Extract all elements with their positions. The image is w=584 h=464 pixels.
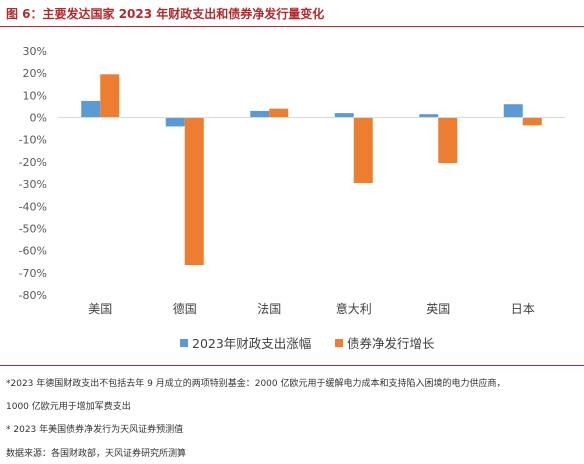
bar-bond-2 bbox=[269, 108, 289, 118]
y-tick-label: -50% bbox=[19, 222, 47, 235]
legend-swatch bbox=[180, 339, 188, 347]
bar-bond-5 bbox=[522, 117, 542, 126]
y-axis: 30% 20% 10% 0% -10% -20% -30% -40% -50% -60% -70% -… bbox=[19, 45, 47, 302]
bar-spending-4 bbox=[419, 114, 439, 118]
bar-bond-1 bbox=[184, 117, 204, 266]
figure-title: 图 6：主要发达国家 2023 年财政支出和债券净发行量变化 bbox=[6, 7, 325, 21]
category-labels: 美国 德国 法国 意大利 英国 日本 bbox=[88, 301, 535, 316]
legend: 2023年财政支出涨幅 债券净发行增长 bbox=[180, 336, 435, 351]
legend-swatch bbox=[335, 339, 343, 347]
bar-spending-0 bbox=[81, 100, 101, 118]
category-label: 英国 bbox=[426, 302, 450, 316]
data-source: 数据来源：各国财政部，天风证券研究所测算 bbox=[6, 449, 187, 459]
y-tick-label: -20% bbox=[19, 156, 47, 169]
bar-bond-3 bbox=[353, 117, 373, 183]
y-tick-label: -30% bbox=[19, 178, 47, 191]
bar-bond-0 bbox=[100, 74, 120, 118]
category-label: 日本 bbox=[511, 302, 535, 316]
bar-spending-3 bbox=[334, 113, 354, 118]
category-label: 德国 bbox=[173, 301, 197, 316]
y-tick-label: -60% bbox=[19, 245, 47, 258]
y-tick-label: 10% bbox=[23, 89, 47, 102]
y-tick-label: 0% bbox=[30, 112, 47, 125]
bar-spending-2 bbox=[250, 110, 270, 118]
note-germany-line1: *2023 年德国财政支出不包括去年 9 月成立的两项特别基金：2000 亿欧元… bbox=[6, 379, 506, 389]
note-germany-line2: 1000 亿欧元用于增加军费支出 bbox=[6, 402, 131, 412]
bar-bond-4 bbox=[438, 117, 458, 164]
note-us-forecast: * 2023 年美国债券净发行为天风证券预测值 bbox=[6, 425, 184, 435]
bar-chart: 30% 20% 10% 0% -10% -20% -30% -40% -50% -60% -70% -… bbox=[19, 45, 565, 351]
y-tick-label: -80% bbox=[19, 289, 47, 302]
notes-divider bbox=[0, 365, 584, 366]
category-label: 法国 bbox=[257, 302, 281, 316]
category-label: 美国 bbox=[88, 302, 112, 316]
y-tick-label: -40% bbox=[19, 200, 47, 213]
bar-spending-1 bbox=[165, 117, 185, 127]
bar-spending-5 bbox=[503, 104, 523, 118]
y-tick-label: 30% bbox=[23, 45, 47, 58]
category-label: 意大利 bbox=[336, 301, 372, 316]
y-tick-label: -10% bbox=[19, 134, 47, 147]
legend-label: 2023年财政支出涨幅 bbox=[192, 336, 311, 351]
bars bbox=[81, 74, 542, 266]
y-tick-label: 20% bbox=[23, 67, 47, 80]
title-divider bbox=[0, 26, 584, 27]
legend-label: 债券净发行增长 bbox=[347, 336, 435, 351]
y-tick-label: -70% bbox=[19, 267, 47, 280]
